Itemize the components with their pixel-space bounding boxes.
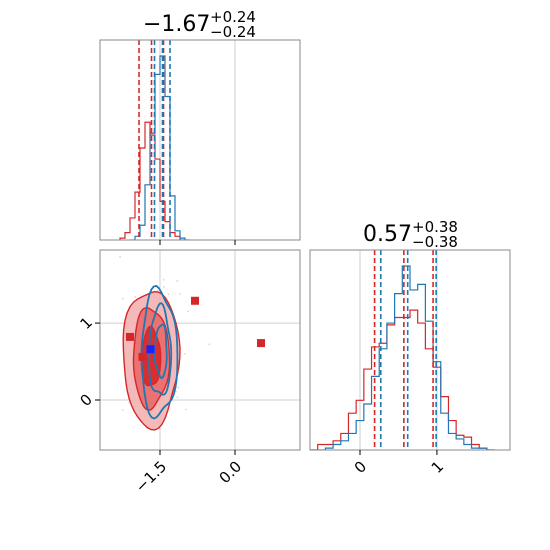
- sample-point: [184, 352, 186, 355]
- sample-point: [184, 408, 187, 411]
- sample-point: [177, 386, 180, 389]
- contour-blue-level-2: [153, 323, 168, 380]
- sample-point: [156, 289, 159, 292]
- panel-frame-joint: [99, 249, 301, 451]
- joint-panel: −1.5 0.0 01: [76, 242, 301, 496]
- sample-point: [134, 296, 137, 298]
- title-param1-plus: +0.24: [210, 8, 256, 26]
- title-param2-minus: −0.38: [412, 233, 458, 251]
- sample-point: [167, 293, 170, 296]
- title-param1-value: −1.67: [143, 12, 210, 37]
- sample-point: [176, 396, 179, 399]
- marker-red-1: [138, 352, 147, 361]
- panel-frame-param2: [309, 249, 511, 451]
- quantile-lines-param1: [138, 40, 171, 240]
- sample-point: [208, 343, 211, 346]
- y-ticks-joint: 01: [76, 314, 100, 410]
- sample-point: [179, 293, 181, 295]
- p1-hist-blue: [130, 55, 186, 240]
- title-param1-minus: −0.24: [210, 23, 256, 41]
- p1-hist-red: [119, 121, 190, 240]
- x-ticks-param1-marginal: [159, 240, 236, 245]
- sample-point: [121, 297, 124, 300]
- p2m-x-xtick-label-0: 0: [351, 458, 370, 477]
- title-param2-plus: +0.38: [412, 218, 458, 236]
- title-param2-value: 0.57: [363, 222, 412, 247]
- histograms-param1: [119, 55, 190, 240]
- panel-frame-param1: [99, 39, 301, 241]
- contours-joint: [122, 285, 181, 431]
- sample-point: [128, 401, 131, 404]
- marker-red-2: [191, 296, 199, 305]
- x-ticks-joint: −1.5 0.0: [132, 450, 245, 496]
- joint-ytick-label-0: 0: [76, 390, 95, 409]
- histograms-param2: [310, 265, 495, 450]
- sample-point: [162, 285, 165, 288]
- sample-point: [119, 255, 121, 258]
- marker-red-3: [257, 339, 265, 348]
- sample-point: [162, 278, 165, 281]
- reference-markers: [126, 296, 265, 361]
- marker-marker_blue-4: [146, 345, 155, 354]
- sample-point: [187, 310, 189, 312]
- sample-point: [121, 408, 124, 411]
- sample-point: [142, 242, 144, 244]
- p2m-x-xtick-label-1: 1: [428, 458, 447, 477]
- p2-hist-blue: [310, 265, 495, 450]
- joint-ytick-label-1: 1: [76, 314, 95, 333]
- marginal-panel-param1: −1.67 +0.24 −0.24: [99, 8, 301, 245]
- joint-xtick-label-1: 0.0: [216, 458, 246, 488]
- marker-red-0: [126, 332, 134, 341]
- p2-hist-red: [310, 309, 495, 450]
- quantile-lines-param2: [373, 250, 437, 450]
- sample-point: [176, 280, 179, 282]
- joint-xtick-label-0: −1.5: [132, 458, 170, 496]
